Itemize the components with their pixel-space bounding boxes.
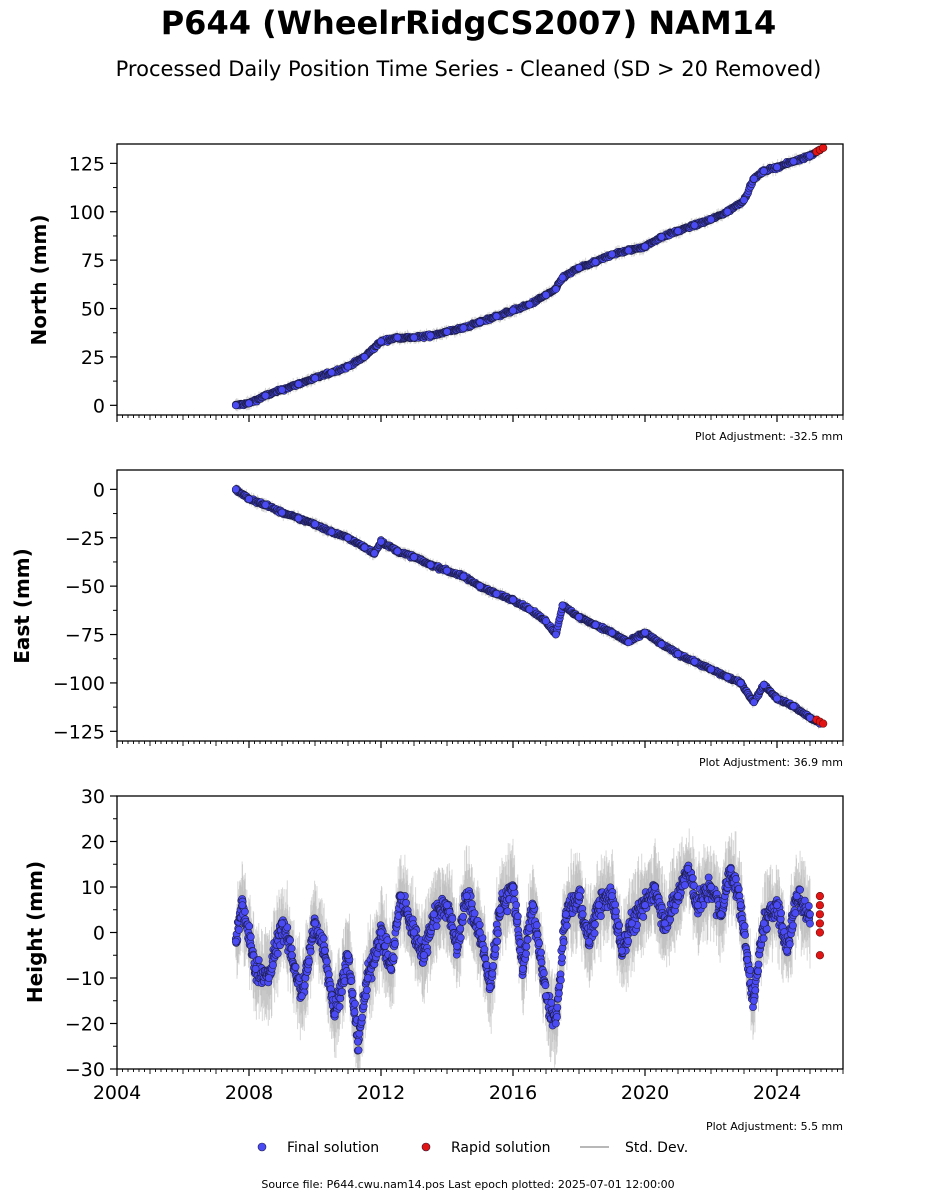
north-final-point [476, 318, 484, 326]
north-final-point [377, 337, 385, 346]
north-final-point [525, 300, 534, 309]
north-final-point [707, 215, 715, 224]
north-final-point [393, 333, 402, 342]
north-final-point [806, 151, 814, 160]
north-final-point [542, 291, 550, 299]
north-final-point [773, 163, 781, 172]
north-final-point [509, 306, 517, 315]
north-final-point [327, 368, 336, 377]
points-layer [231, 143, 828, 1055]
north-final-point [443, 327, 451, 336]
north-final-point [608, 250, 616, 259]
chart-subtitle: Processed Daily Position Time Series - C… [115, 57, 822, 81]
north-final-point [750, 174, 758, 183]
north-final-point [740, 196, 748, 205]
north-final-point [245, 399, 253, 408]
north-final-point [552, 285, 560, 294]
north-rapid-point [819, 143, 828, 152]
north-final-point [690, 221, 699, 230]
north-final-point [723, 207, 732, 216]
north-final-point [674, 227, 682, 235]
north-final-point [278, 385, 286, 394]
north-final-point [624, 246, 633, 255]
north-final-point [759, 167, 768, 175]
north-final-point [231, 401, 240, 410]
north-final-point [789, 157, 798, 166]
north-final-point [459, 324, 468, 332]
north-final-point [591, 258, 600, 266]
north-final-point [575, 264, 583, 272]
north-final-point [344, 362, 352, 371]
north-final-point [294, 380, 303, 388]
north-final-point [261, 391, 270, 400]
north-final-point [410, 333, 418, 342]
north-final-point [641, 242, 649, 251]
north-final-point [657, 233, 666, 241]
north-final-point [558, 273, 567, 282]
north-final-point [311, 374, 319, 383]
north-final-point [492, 312, 501, 321]
chart-title: P644 (WheelrRidgCS2007) NAM14 [160, 4, 777, 42]
north-final-point [426, 331, 435, 340]
north-final-point [360, 353, 369, 361]
